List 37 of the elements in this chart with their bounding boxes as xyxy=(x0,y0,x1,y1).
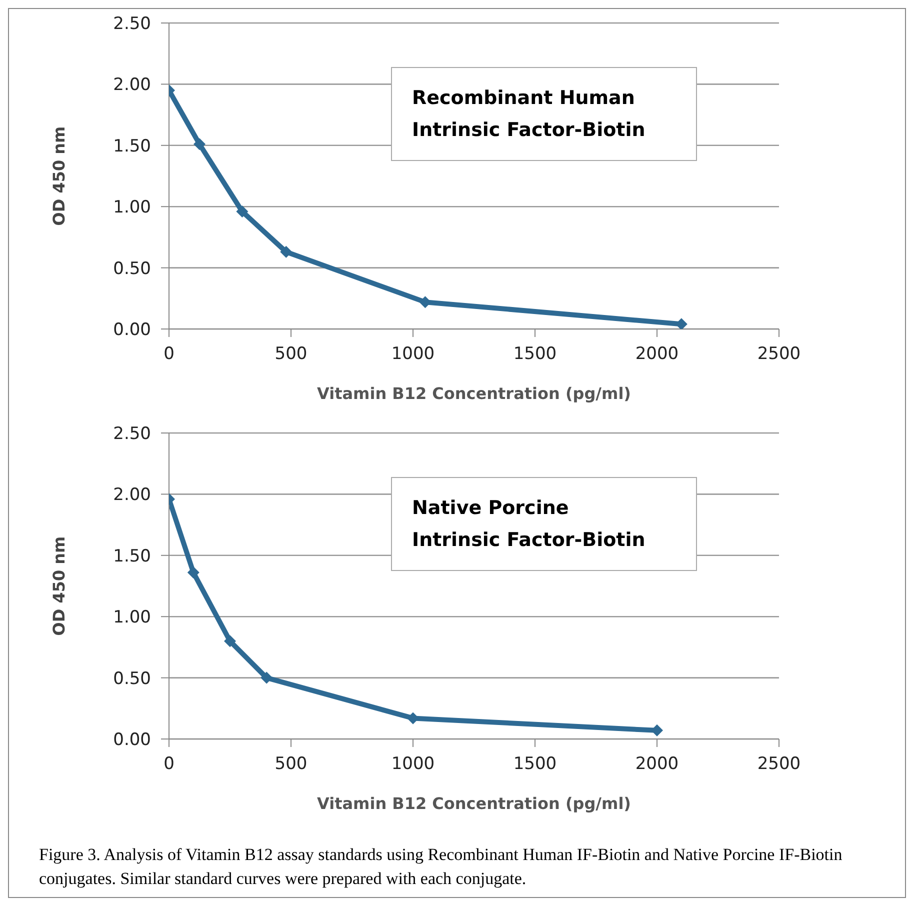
point xyxy=(194,138,206,150)
x-tick-label: 2500 xyxy=(757,754,801,774)
y-tick-label: 1.50 xyxy=(113,136,151,156)
x-axis-title: Vitamin B12 Concentration (pg/ml) xyxy=(317,794,631,813)
caption: Figure 3. Analysis of Vitamin B12 assay standards using Recombinant Human IF-Biotin and Native Porcine IF-Biotin conjugates. Similar standard curves were prepared with each conjugate. xyxy=(38,844,844,890)
y-tick-label: 2.50 xyxy=(113,424,151,444)
x-tick-label: 500 xyxy=(274,754,308,774)
x-tick-label: 0 xyxy=(164,754,174,774)
y-tick-label: 0.50 xyxy=(113,258,151,279)
x-tick-label: 2000 xyxy=(635,754,679,774)
x-tick-label: 1000 xyxy=(391,344,435,364)
x-tick-label: 1000 xyxy=(391,754,435,774)
y-tick-label: 1.00 xyxy=(113,608,151,628)
label-box: Recombinant Human Intrinsic Factor-Biotin xyxy=(391,67,697,161)
y-tick-label: 0.00 xyxy=(113,320,151,340)
point xyxy=(280,246,292,258)
y-tick-label: 1.50 xyxy=(113,546,151,566)
y-axis-title: OD 450 nm xyxy=(50,126,69,226)
y-tick-label: 0.00 xyxy=(113,730,151,750)
x-tick-label: 0 xyxy=(164,344,174,364)
point xyxy=(236,205,248,218)
y-tick-label: 1.00 xyxy=(113,198,151,218)
point xyxy=(260,672,273,684)
point xyxy=(224,635,236,648)
label-box: Native Porcine Intrinsic Factor-Biotin xyxy=(391,477,697,571)
x-tick-label: 1500 xyxy=(513,344,557,364)
x-axis-title: Vitamin B12 Concentration (pg/ml) xyxy=(317,384,631,403)
x-tick-label: 500 xyxy=(274,344,308,364)
y-tick-label: 0.50 xyxy=(113,668,151,689)
y-axis-title: OD 450 nm xyxy=(50,536,69,636)
x-tick-label: 2000 xyxy=(635,344,679,364)
point xyxy=(187,566,200,579)
y-tick-label: 2.00 xyxy=(113,75,151,96)
y-tick-label: 2.50 xyxy=(113,14,151,34)
x-tick-label: 2500 xyxy=(757,344,801,364)
x-tick-label: 1500 xyxy=(513,754,557,774)
y-tick-label: 2.00 xyxy=(113,485,151,506)
